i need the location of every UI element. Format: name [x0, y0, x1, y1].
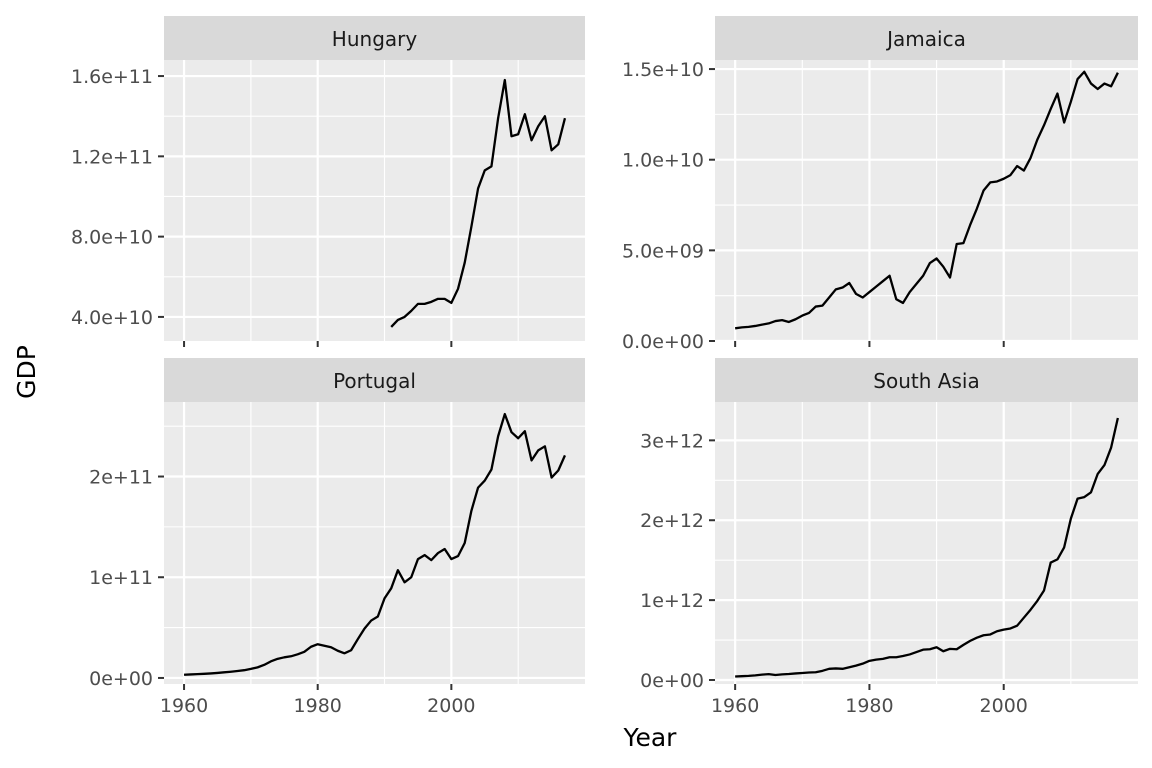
- facet-strip-label: Hungary: [332, 27, 418, 51]
- y-tick-label: 2e+11: [89, 467, 153, 489]
- x-axis-title: Year: [623, 723, 678, 752]
- gdp-series-line: [735, 417, 1119, 678]
- y-tick-label: 8.0e+10: [71, 227, 153, 249]
- y-tick-label: 3e+12: [640, 430, 704, 452]
- panel-background: [715, 60, 1138, 341]
- facet-strip: [164, 358, 585, 402]
- panel-background: [715, 402, 1138, 684]
- y-tick-label: 2e+12: [640, 510, 704, 532]
- y-tick-label: 1.2e+11: [71, 146, 153, 168]
- facet-panel: Jamaica 0.0e+00 5.0e+09 1.0e+10 1.5e+10: [622, 16, 1138, 353]
- facet-strip-label: South Asia: [873, 369, 979, 393]
- y-tick-label: 5.0e+09: [622, 240, 704, 262]
- y-axis-title: GDP: [12, 345, 41, 399]
- gdp-series-line: [390, 78, 567, 328]
- y-tick-label: 0.0e+00: [622, 331, 704, 353]
- y-tick-label: 0e+00: [640, 670, 704, 692]
- y-tick-label: 1e+11: [89, 567, 153, 589]
- x-tick-label: 1980: [845, 695, 893, 717]
- facet-strip: [164, 16, 585, 60]
- y-tick-label: 1.5e+10: [622, 59, 704, 81]
- facet-strip-label: Portugal: [333, 369, 416, 393]
- panel-background: [164, 402, 585, 684]
- facet-panel: South Asia 0e+00 1e+12 2e+12 3e+12 1960 1980 20…: [640, 358, 1138, 717]
- gdp-series-line: [183, 412, 567, 676]
- y-tick-label: 4.0e+10: [71, 307, 153, 329]
- y-tick-label: 0e+00: [89, 668, 153, 690]
- x-tick-label: 1980: [294, 695, 342, 717]
- y-tick-label: 1.6e+11: [71, 66, 153, 88]
- panel-background: [164, 60, 585, 341]
- facet-strip: [715, 358, 1138, 402]
- facet-panel: Hungary 4.0e+10 8.0e+10 1.2e+11 1.6e+11: [71, 16, 585, 347]
- facet-strip: [715, 16, 1138, 60]
- facet-panel: Portugal 0e+00 1e+11 2e+11 1960 1980 2000: [89, 358, 585, 717]
- facet-strip-label: Jamaica: [885, 27, 966, 51]
- x-tick-label: 1960: [711, 695, 759, 717]
- x-tick-label: 1960: [160, 695, 208, 717]
- panels-layer: Hungary 4.0e+10 8.0e+10 1.2e+11 1.6e+11 Jamai…: [71, 16, 1138, 717]
- y-tick-label: 1.0e+10: [622, 150, 704, 172]
- y-tick-label: 1e+12: [640, 590, 704, 612]
- x-tick-label: 2000: [427, 695, 475, 717]
- gdp-series-line: [734, 70, 1119, 330]
- x-tick-label: 2000: [980, 695, 1028, 717]
